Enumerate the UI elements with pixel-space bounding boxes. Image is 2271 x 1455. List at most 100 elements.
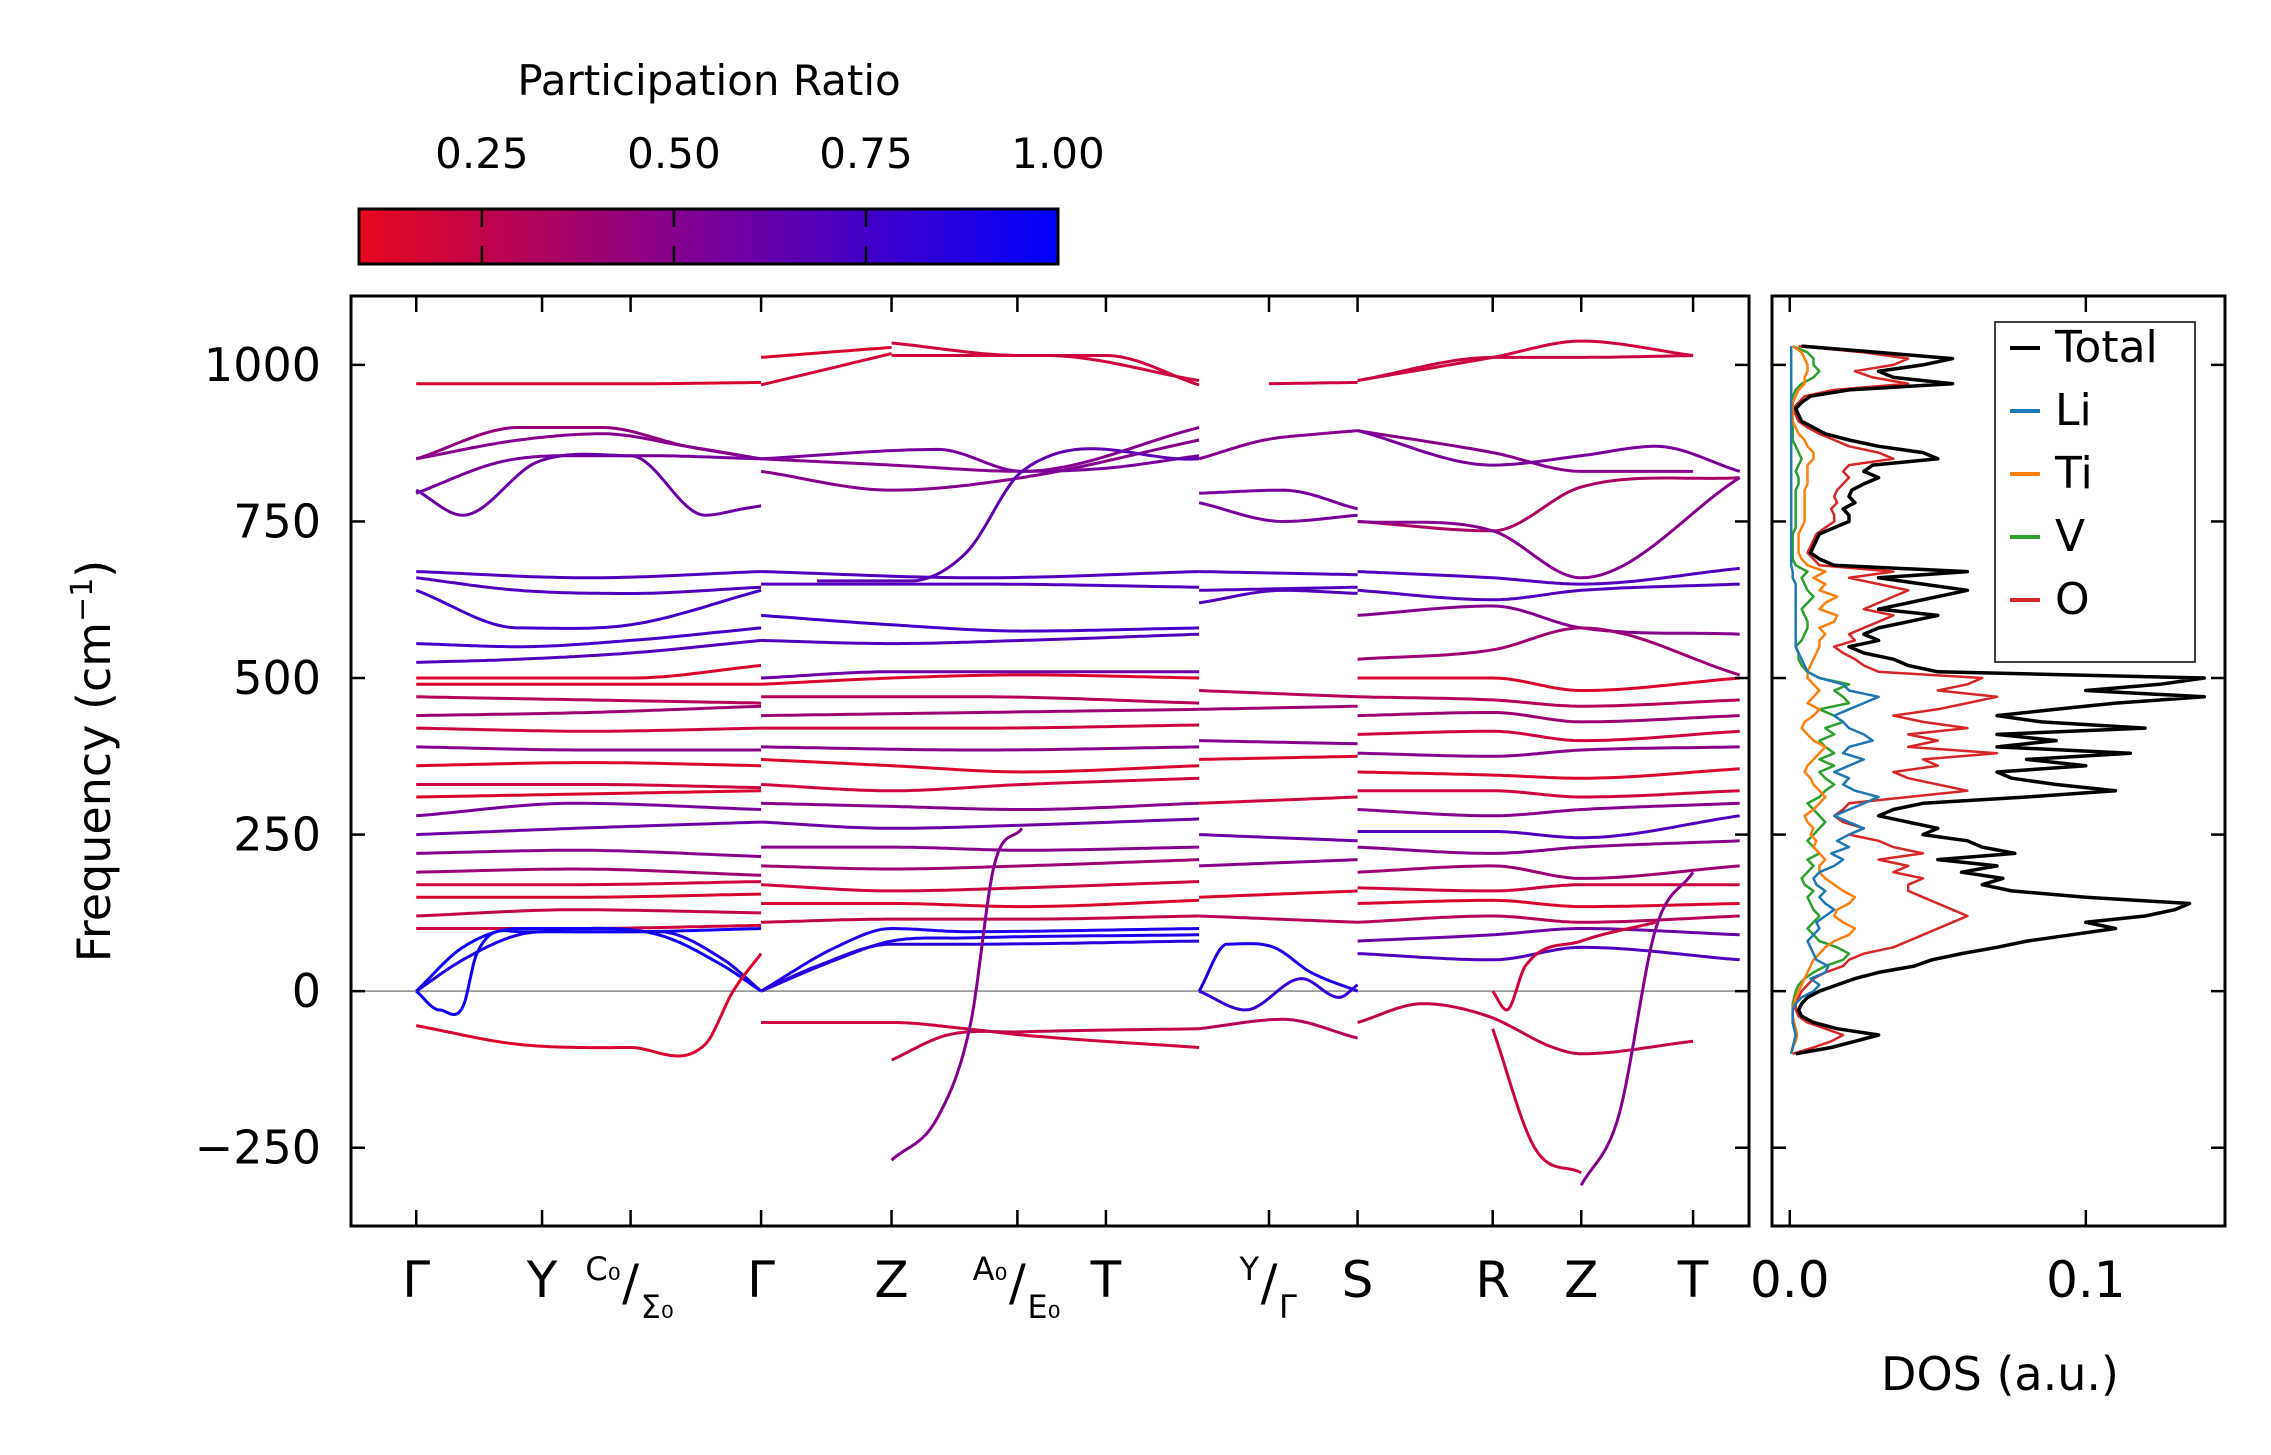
- y-axis-ticks: −250 0 250 500 750 1000: [195, 338, 1749, 1175]
- phonon-band: [760, 352, 892, 387]
- phonon-band: [1357, 745, 1740, 758]
- phonon-band: [416, 695, 762, 705]
- phonon-band: [416, 820, 762, 837]
- colorbar-gradient: [357, 207, 1060, 266]
- colorbar-tick-label: 1.00: [1011, 129, 1105, 178]
- x-tick-label-combined: C₀ / Σ₀: [585, 1250, 673, 1326]
- phonon-band: [1357, 767, 1740, 780]
- x-tick-label-sup: A₀: [973, 1250, 1008, 1288]
- phonon-band: [1579, 871, 1695, 1187]
- x-tick-label-combined: A₀ / E₀: [973, 1250, 1061, 1326]
- phonon-band: [761, 673, 1200, 686]
- phonon-band: [1199, 488, 1358, 511]
- x-tick-label: R: [1475, 1251, 1510, 1309]
- phonon-band: [415, 432, 762, 461]
- phonon-band: [1357, 839, 1740, 855]
- x-tick-label: T: [1677, 1251, 1709, 1309]
- dos-x-ticks: 0.0 0.1: [1750, 296, 2126, 1309]
- colorbar-label: Participation Ratio: [517, 56, 900, 105]
- phonon-bands: [415, 339, 1741, 1187]
- y-tick-label: 250: [233, 808, 321, 862]
- phonon-band: [760, 345, 892, 359]
- phonon-band: [1357, 883, 1740, 893]
- legend-label-li: Li: [2055, 385, 2092, 436]
- phonon-band: [761, 1021, 1200, 1049]
- phonon-band: [415, 452, 762, 517]
- x-tick-label-sub: Σ₀: [641, 1288, 674, 1326]
- x-tick-label: Y: [526, 1251, 558, 1309]
- phonon-band: [416, 726, 762, 733]
- phonon-band: [761, 801, 1200, 811]
- x-tick-label-sub: Γ: [1279, 1288, 1297, 1326]
- phonon-band: [416, 570, 762, 580]
- phonon-band: [1357, 566, 1740, 586]
- phonon-band: [415, 927, 762, 1016]
- phonon-band: [1199, 914, 1358, 924]
- phonon-band: [1199, 739, 1358, 746]
- phonon-band: [1357, 914, 1740, 924]
- x-tick-label-slash: /: [622, 1254, 639, 1312]
- phonon-band: [761, 914, 1200, 924]
- colorbar-tick-label: 0.25: [435, 129, 529, 178]
- phonon-band: [416, 892, 762, 899]
- dos-x-tick-label: 0.0: [1750, 1251, 1830, 1309]
- phonon-band: [1357, 339, 1694, 382]
- phonon-band: [1357, 898, 1740, 909]
- x-tick-label-sup: Y: [1238, 1250, 1259, 1288]
- phonon-band: [415, 952, 763, 1058]
- colorbar-tick-label: 0.50: [627, 129, 721, 178]
- phonon-band: [1357, 676, 1740, 692]
- phonon-band: [760, 939, 1200, 993]
- y-axis-label: Frequency (cm−1): [65, 560, 121, 963]
- x-tick-label: T: [1090, 1251, 1122, 1309]
- x-tick-label-combined: Y / Γ: [1238, 1250, 1297, 1326]
- dos-axes-frame: [1770, 294, 2227, 1228]
- phonon-band: [1197, 942, 1359, 993]
- phonon-band: [416, 801, 762, 818]
- phonon-band: [1357, 711, 1740, 724]
- phonon-band: [1199, 889, 1358, 899]
- dos-curve-o: [1791, 344, 1999, 1055]
- phonon-band: [760, 438, 1200, 492]
- phonon-band: [1357, 429, 1741, 473]
- phonon-band: [416, 664, 762, 680]
- phonon-band: [761, 745, 1200, 752]
- phonon-band: [761, 670, 1200, 680]
- phonon-band: [761, 880, 1200, 893]
- phonon-band: [1199, 704, 1358, 711]
- x-tick-label-slash: /: [1009, 1254, 1026, 1312]
- phonon-band: [1357, 429, 1694, 473]
- band-axes-frame: [349, 294, 1751, 1228]
- phonon-band: [1199, 754, 1358, 761]
- x-tick-label: Γ: [747, 1251, 775, 1309]
- phonon-band: [1199, 585, 1358, 592]
- phonon-band: [1357, 476, 1740, 533]
- phonon-band: [1357, 582, 1740, 602]
- phonon-band: [416, 745, 762, 752]
- phonon-band: [761, 570, 1200, 580]
- phonon-band: [760, 927, 1200, 993]
- phonon-band: [416, 880, 762, 887]
- phonon-band: [1491, 1028, 1582, 1175]
- phonon-band: [761, 426, 1200, 473]
- phonon-band: [416, 789, 762, 799]
- phonon-band: [1199, 689, 1358, 699]
- phonon-band: [1357, 814, 1740, 840]
- legend-label-o: O: [2055, 574, 2090, 625]
- phonon-band: [760, 613, 1200, 633]
- x-axis-ticks: Γ Y C₀ / Σ₀ Γ Z A₀ / E₀ T Y / Γ S R Z T: [402, 296, 1709, 1326]
- phonon-band: [1357, 927, 1740, 943]
- phonon-band: [761, 707, 1200, 718]
- legend-label-total: Total: [2054, 322, 2158, 373]
- dos-x-axis-label: DOS (a.u.): [1881, 1347, 2119, 1401]
- y-tick-label: −250: [195, 1121, 321, 1175]
- y-axis-label-sup: −1: [65, 578, 100, 622]
- y-tick-label: 1000: [204, 338, 321, 392]
- phonon-band: [817, 447, 1200, 583]
- phonon-band: [416, 867, 762, 877]
- x-tick-label: S: [1342, 1251, 1374, 1309]
- phonon-band: [416, 761, 762, 768]
- phonon-band: [761, 845, 1200, 852]
- phonon-band: [1357, 729, 1740, 743]
- y-tick-label: 750: [233, 494, 321, 548]
